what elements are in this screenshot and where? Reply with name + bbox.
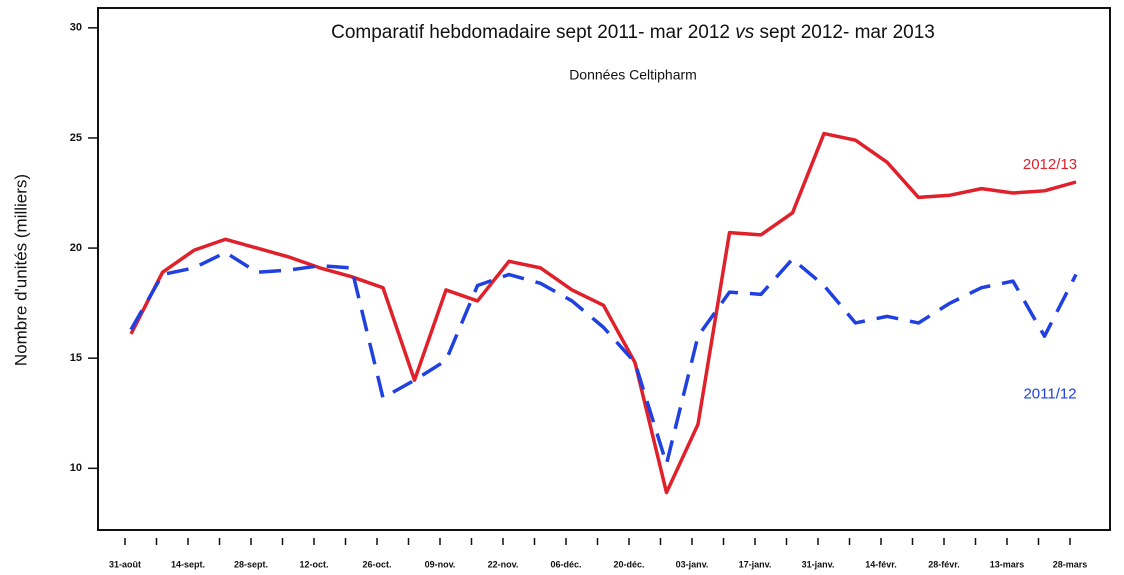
x-tick-label: 26-oct. [362,559,391,569]
title-part: sept 2012- mar 2013 [754,22,935,43]
y-axis-label: Nombre d'unités (milliers) [11,174,30,366]
x-tick-label: 14-sept. [171,559,205,569]
x-tick-label: 13-mars [990,559,1025,569]
y-tick-label: 15 [70,352,82,364]
x-tick-label: 28-févr. [928,559,960,569]
x-tick-label: 31-août [109,559,141,569]
x-tick-label: 28-mars [1053,559,1088,569]
x-tick-label: 03-janv. [676,559,709,569]
y-tick-label: 10 [70,462,82,474]
y-tick-label: 25 [70,132,82,144]
chart-title: Comparatif hebdomadaire sept 2011- mar 2… [331,22,935,43]
y-tick-label: 20 [70,242,82,254]
chart-subtitle: Données Celtipharm [569,67,697,83]
x-tick-label: 17-janv. [739,559,772,569]
x-tick-label: 06-déc. [550,559,581,569]
series-label: 2012/13 [1023,156,1077,173]
x-tick-label: 09-nov. [425,559,456,569]
x-tick-label: 20-déc. [613,559,644,569]
y-tick-label: 30 [70,22,82,34]
title-part: vs [735,22,755,43]
x-tick-label: 22-nov. [488,559,519,569]
x-tick-label: 14-févr. [865,559,897,569]
title-part: Comparatif hebdomadaire sept 2011- mar 2… [331,22,735,43]
x-tick-label: 28-sept. [234,559,268,569]
series-label: 2011/12 [1023,385,1076,402]
x-tick-label: 12-oct. [299,559,328,569]
x-tick-label: 31-janv. [802,559,835,569]
series-line [129,131,1077,495]
plot-frame [97,7,1111,531]
series-line [129,250,1078,466]
